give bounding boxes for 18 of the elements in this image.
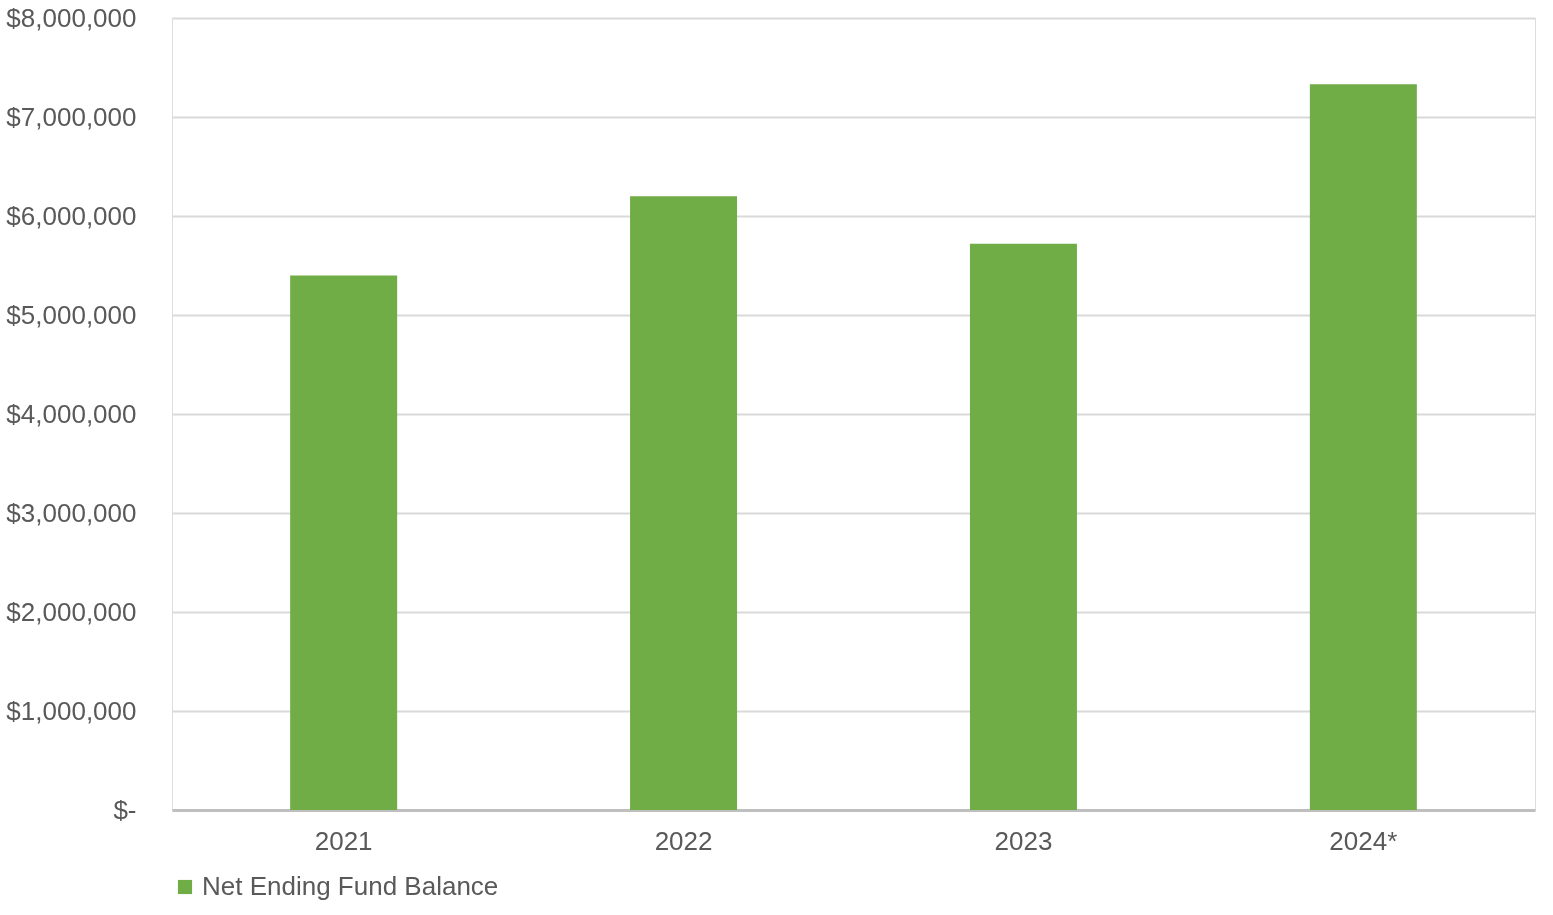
bar bbox=[1309, 84, 1417, 810]
x-tick-label: 2023 bbox=[994, 825, 1053, 856]
y-tick-label: $6,000,000 bbox=[6, 200, 137, 231]
y-tick-label: $3,000,000 bbox=[6, 497, 137, 528]
y-tick-label: $- bbox=[113, 794, 137, 825]
y-tick-label: $7,000,000 bbox=[6, 101, 137, 132]
x-tick-label: 2022 bbox=[654, 825, 713, 856]
y-tick-label: $8,000,000 bbox=[6, 2, 137, 33]
bar bbox=[290, 275, 398, 810]
y-tick-label: $4,000,000 bbox=[6, 398, 137, 429]
bar bbox=[630, 196, 738, 810]
x-tick-label: 2024* bbox=[1329, 825, 1398, 856]
y-tick-label: $2,000,000 bbox=[6, 596, 137, 627]
legend-label: Net Ending Fund Balance bbox=[202, 871, 499, 901]
x-tick-label: 2021 bbox=[314, 825, 373, 856]
y-tick-label: $5,000,000 bbox=[6, 299, 137, 330]
y-tick-label: $1,000,000 bbox=[6, 695, 137, 726]
bar bbox=[969, 243, 1077, 810]
